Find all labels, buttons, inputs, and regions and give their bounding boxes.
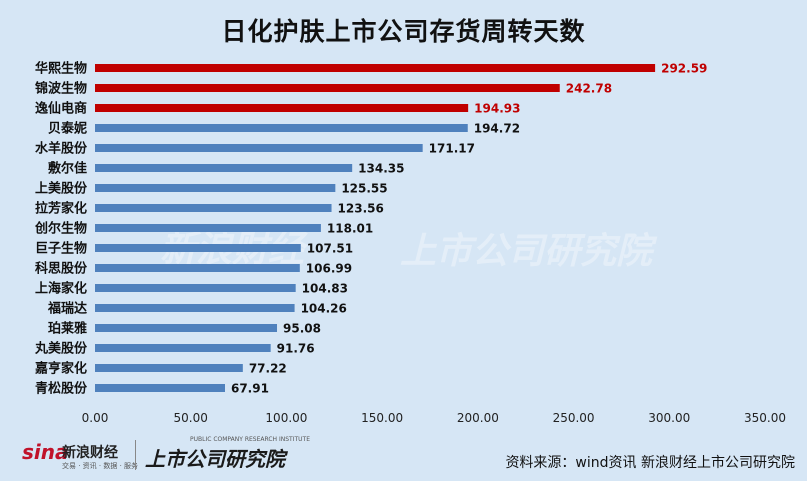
x-tick-label: 50.00	[174, 411, 208, 425]
category-label: 上美股份	[35, 181, 88, 197]
sina-finance-logo-text: 新浪财经	[62, 445, 118, 461]
footer-divider	[135, 440, 136, 470]
bar	[95, 124, 468, 132]
x-tick-label: 300.00	[648, 411, 690, 425]
bar	[95, 184, 336, 192]
x-tick-label: 150.00	[361, 411, 403, 425]
category-label: 上海家化	[35, 281, 87, 297]
value-label: 242.78	[566, 82, 612, 96]
value-label: 171.17	[429, 142, 475, 156]
category-label: 珀莱雅	[48, 321, 87, 337]
category-label: 敷尔佳	[48, 161, 87, 177]
value-label: 104.83	[302, 282, 348, 296]
value-label: 106.99	[306, 262, 352, 276]
category-label: 锦波生物	[35, 81, 87, 97]
value-label: 292.59	[661, 62, 707, 76]
bar	[95, 304, 295, 312]
chart-title: 日化护肤上市公司存货周转天数	[221, 17, 586, 46]
category-label: 青松股份	[35, 381, 88, 397]
value-label: 107.51	[307, 242, 353, 256]
value-label: 118.01	[327, 222, 373, 236]
category-label: 嘉亨家化	[34, 361, 87, 377]
value-label: 134.35	[358, 162, 404, 176]
bar	[95, 144, 423, 152]
category-label: 拉芳家化	[35, 201, 87, 217]
bar	[95, 384, 225, 392]
value-label: 194.72	[474, 122, 520, 136]
bar	[95, 264, 300, 272]
category-label: 水羊股份	[35, 141, 88, 157]
bar	[95, 204, 332, 212]
bar	[95, 64, 656, 72]
value-label: 91.76	[277, 342, 315, 356]
bar	[95, 284, 296, 292]
value-label: 125.55	[341, 182, 387, 196]
x-tick-label: 100.00	[265, 411, 307, 425]
value-label: 104.26	[301, 302, 347, 316]
research-institute-logo: 上市公司研究院	[145, 447, 285, 471]
research-institute-logo-en: PUBLIC COMPANY RESEARCH INSTITUTE	[190, 436, 310, 443]
category-label: 科思股份	[35, 261, 88, 277]
category-label: 福瑞达	[47, 301, 87, 317]
bar	[95, 164, 353, 172]
x-tick-label: 200.00	[457, 411, 499, 425]
bar	[95, 344, 271, 352]
value-label: 123.56	[338, 202, 384, 216]
value-label: 77.22	[249, 362, 287, 376]
value-label: 194.93	[474, 102, 520, 116]
category-label: 华熙生物	[35, 61, 87, 77]
source-note: 资料来源：wind资讯 新浪财经上市公司研究院	[505, 455, 795, 471]
category-label: 贝泰妮	[48, 121, 87, 137]
bar	[95, 84, 560, 92]
sina-finance-logo-subtext: 交易 · 资讯 · 数据 · 服务	[62, 462, 139, 470]
x-tick-label: 350.00	[744, 411, 786, 425]
value-label: 95.08	[283, 322, 321, 336]
x-tick-label: 0.00	[82, 411, 109, 425]
bar	[95, 104, 469, 112]
x-tick-label: 250.00	[553, 411, 595, 425]
bar	[95, 224, 321, 232]
category-label: 创尔生物	[34, 221, 87, 237]
bar	[95, 324, 278, 332]
category-label: 逸仙电商	[35, 101, 87, 117]
bar	[95, 244, 301, 252]
value-label: 67.91	[231, 382, 269, 396]
category-label: 巨子生物	[35, 241, 87, 257]
bar	[95, 364, 243, 372]
category-label: 丸美股份	[34, 341, 88, 357]
sina-logo: sina	[22, 440, 69, 464]
